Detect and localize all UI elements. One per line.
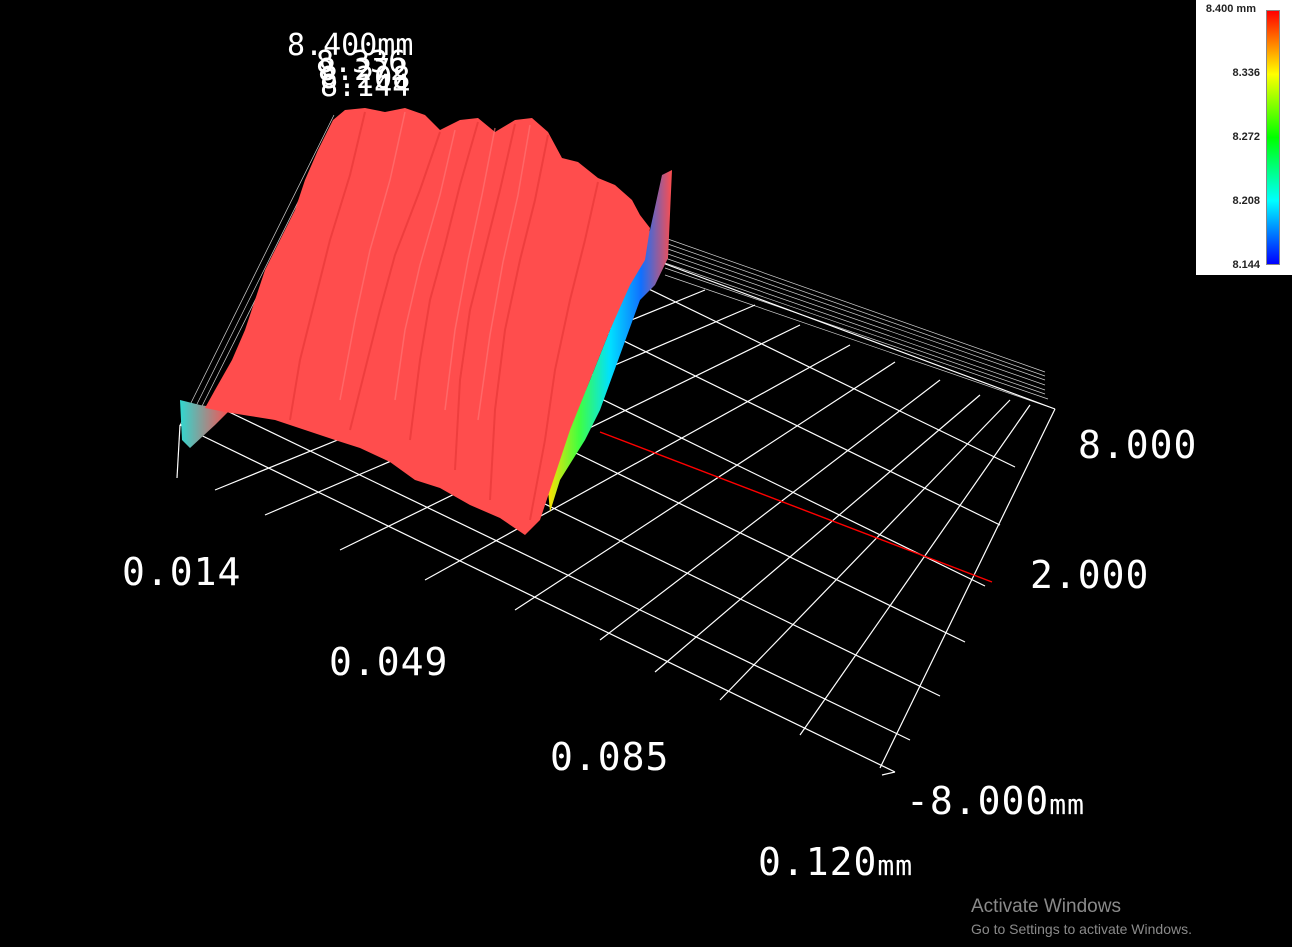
floor-grid	[176, 261, 1056, 776]
x-axis-tick: 0.085	[550, 735, 670, 779]
legend-label: 8.336	[1232, 67, 1260, 79]
x-axis-tick-last: 0.120mm	[758, 840, 914, 884]
surface-ridges	[289, 111, 599, 521]
x-axis-unit: mm	[877, 849, 914, 882]
x-axis-tick: 0.049	[329, 640, 449, 684]
activation-watermark-subtitle: Go to Settings to activate Windows.	[971, 921, 1192, 937]
y-axis-tick-last: -8.000mm	[906, 779, 1085, 823]
legend-label: 8.144	[1232, 259, 1260, 271]
y-axis-unit: mm	[1049, 788, 1085, 821]
color-scale-legend: 8.400 mm 8.336 8.272 8.208 8.144	[1196, 0, 1292, 275]
reference-line	[599, 431, 993, 583]
surface-left-edge	[180, 400, 230, 448]
legend-label: 8.272	[1232, 131, 1260, 143]
y-axis-tick: 8.000	[1078, 423, 1198, 467]
surface-highlights	[339, 111, 531, 421]
z-axis-tick: 8.336	[316, 45, 407, 80]
z-axis-top-label: 8.400mm	[287, 28, 414, 63]
z-axis-tick: 8.272	[318, 53, 409, 88]
z-axis-tick: 8.144	[320, 69, 411, 104]
color-gradient-bar	[1266, 10, 1280, 265]
legend-label: 8.208	[1232, 195, 1260, 207]
x-axis-tick: 0.014	[122, 550, 242, 594]
y-axis-tick: 2.000	[1030, 553, 1150, 597]
surface-main	[205, 108, 650, 535]
legend-max-label: 8.400 mm	[1205, 3, 1256, 15]
z-axis-tick: 8.208	[320, 61, 411, 96]
activation-watermark-title: Activate Windows	[971, 896, 1121, 917]
